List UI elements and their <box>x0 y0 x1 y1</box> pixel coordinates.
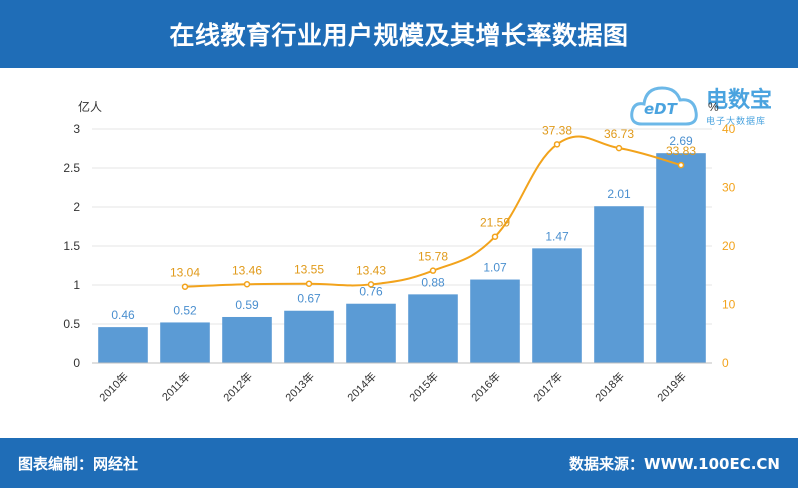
line-point <box>243 281 251 288</box>
line-point <box>181 283 189 290</box>
bar <box>470 279 520 363</box>
bar <box>346 303 396 363</box>
logo-name: 电数宝 <box>706 88 773 113</box>
x-tick-label: 2015年 <box>406 369 441 404</box>
x-tick-label: 2018年 <box>592 369 627 404</box>
footer-bar: 图表编制：网经社 数据来源：WWW.100EC.CN <box>0 438 798 488</box>
bar-data-label: 0.76 <box>359 285 383 299</box>
y-tick-label: 0.5 <box>63 317 80 331</box>
line-data-label: 37.38 <box>542 123 572 137</box>
line-point <box>491 233 499 240</box>
line-data-label: 13.46 <box>232 263 262 277</box>
bar-data-label: 0.46 <box>111 308 135 322</box>
x-tick-label: 2017年 <box>530 369 565 404</box>
y2-tick-label: 0 <box>722 356 729 370</box>
y2-tick-label: 20 <box>722 239 736 253</box>
y-tick-label: 3 <box>73 122 80 136</box>
line-point <box>305 280 313 287</box>
line-point <box>429 267 437 274</box>
x-tick-label: 2012年 <box>220 369 255 404</box>
bar <box>594 206 644 363</box>
footer-source: 数据来源：WWW.100EC.CN <box>569 455 780 473</box>
y-tick-label: 2 <box>73 200 80 214</box>
x-tick-label: 2013年 <box>282 369 317 404</box>
line-data-label: 33.83 <box>666 144 696 158</box>
logo-subtitle: 电子大数据库 <box>706 117 767 127</box>
logo: eDT 电数宝 电子大数据库 <box>628 74 798 138</box>
chart: 0.46 0.52 0.59 0.670.760.881.071.472.012.69… <box>63 99 736 404</box>
y-tick-label: 2.5 <box>63 161 80 175</box>
line-data-label: 15.78 <box>418 250 448 264</box>
line-point <box>677 161 685 169</box>
line-data-label: 21.59 <box>480 216 510 230</box>
bar <box>656 153 706 363</box>
bar-series: 0.46 0.52 0.59 0.67 0.76 0.88 1.07 1.47 2.01 2.69 <box>98 134 706 363</box>
y-tick-label: 1.5 <box>63 239 80 253</box>
title-bar: 在线教育行业用户规模及其增长率数据图 <box>0 0 798 68</box>
bar <box>160 322 210 363</box>
line-series: 13.04 13.46 13.55 13.43 15.78 21.59 37.38 36.73… <box>170 123 696 290</box>
line-data-label: 13.04 <box>170 266 200 280</box>
y-axis-label: 亿人 <box>78 99 102 114</box>
bar-data-label: 0.52 <box>173 303 197 317</box>
bar <box>98 327 148 363</box>
growth-line <box>184 135 682 288</box>
logo-mark: eDT <box>644 100 677 118</box>
bar <box>284 310 334 363</box>
y-tick-label: 1 <box>73 278 80 292</box>
x-tick-label: 2011年 <box>159 369 193 403</box>
cloud-logo-icon <box>630 86 698 126</box>
line-data-label: 13.43 <box>356 263 386 277</box>
y2-tick-label: 10 <box>722 298 736 312</box>
bar <box>408 294 458 363</box>
y2-tick-label: 40 <box>722 122 736 136</box>
line-point <box>553 141 561 148</box>
line-data-label: 13.55 <box>294 263 324 277</box>
x-tick-label: 2010年 <box>96 369 131 404</box>
bar-data-label: 0.67 <box>297 292 321 306</box>
bar-data-label: 1.47 <box>545 229 569 243</box>
bar-data-label: 0.88 <box>421 275 445 289</box>
bar <box>222 316 272 363</box>
line-point <box>615 144 623 152</box>
x-tick-label: 2016年 <box>468 369 503 404</box>
bar-data-label: 1.07 <box>483 261 507 275</box>
bar-data-label: 2.01 <box>607 187 631 201</box>
y2-axis-label: % <box>708 100 719 114</box>
line-point <box>367 281 375 288</box>
page-title: 在线教育行业用户规模及其增长率数据图 <box>169 21 629 50</box>
bar-data-label: 0.59 <box>235 298 259 312</box>
line-data-label: 36.73 <box>604 127 634 141</box>
x-tick-label: 2019年 <box>654 369 689 404</box>
y-tick-label: 0 <box>73 356 80 370</box>
y2-tick-label: 30 <box>722 181 736 195</box>
bar-data-label: 2.69 <box>669 134 693 148</box>
x-tick-label: 2014年 <box>344 369 379 404</box>
bar <box>532 248 582 363</box>
footer-editor: 图表编制：网经社 <box>18 455 139 473</box>
